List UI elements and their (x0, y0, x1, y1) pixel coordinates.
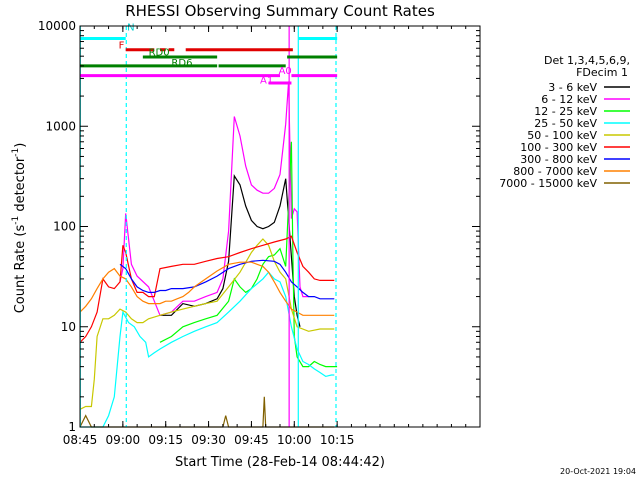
legend-label: 100 - 300 keV (520, 141, 597, 154)
y-tick-label: 100 (53, 220, 76, 234)
x-tick-label: 10:00 (277, 433, 312, 447)
y-axis-label: Count Rate (s-1 detector-1) (11, 143, 28, 314)
legend-label: 6 - 12 keV (541, 93, 597, 106)
series-line (80, 271, 335, 428)
chart-title: RHESSI Observing Summary Count Rates (125, 2, 435, 20)
state-label: A0 (279, 66, 292, 77)
y-axis-label-part: ) (13, 143, 28, 148)
state-label: N (127, 23, 134, 34)
series-line (119, 81, 309, 317)
state-label: RD0 (149, 48, 170, 59)
x-tick-label: 09:15 (148, 433, 183, 447)
y-axis-label-exponent: -1 (11, 148, 21, 157)
legend-label: 3 - 6 keV (548, 81, 597, 94)
y-tick-label: 10 (61, 320, 76, 334)
legend-title-line: Det 1,3,4,5,6,9, (544, 54, 630, 67)
series-line (79, 238, 335, 410)
series-line (79, 235, 335, 343)
timestamp: 20-Oct-2021 19:04 (560, 467, 636, 476)
x-tick-label: 09:45 (234, 433, 269, 447)
state-label: F (119, 41, 125, 52)
y-tick-label: 1 (68, 420, 76, 434)
x-tick-label: 08:45 (63, 433, 98, 447)
plot-frame (79, 25, 481, 428)
legend-label: 50 - 100 keV (527, 129, 597, 142)
series-line (159, 141, 338, 368)
y-axis-label-part: Count Rate (s (13, 225, 28, 314)
series-line (119, 259, 335, 300)
series-line (79, 396, 335, 428)
axes: 08:45 09:00 09:15 09:30 09:45 10:00 10:15 1 10 10… (38, 19, 481, 447)
legend-label: 300 - 800 keV (520, 153, 597, 166)
x-tick-label: 10:15 (320, 433, 355, 447)
legend-title-line: FDecim 1 (576, 66, 628, 79)
x-tick-label: 09:00 (106, 433, 141, 447)
x-tick-label: 09:30 (191, 433, 226, 447)
legend-label: 7000 - 15000 keV (499, 177, 597, 190)
series-line (79, 261, 335, 316)
y-axis-label-part: detector (13, 156, 28, 216)
state-label: A1 (260, 76, 273, 87)
x-axis-label: Start Time (28-Feb-14 08:44:42) (175, 455, 385, 470)
y-axis-label-exponent: -1 (11, 216, 21, 225)
legend-label: 12 - 25 keV (534, 105, 597, 118)
state-label: RD6 (171, 58, 192, 69)
y-tick-label: 10000 (38, 19, 76, 33)
legend-label: 800 - 7000 keV (513, 165, 597, 178)
y-tick-label: 1000 (45, 119, 76, 133)
legend-label: 25 - 50 keV (534, 117, 597, 130)
